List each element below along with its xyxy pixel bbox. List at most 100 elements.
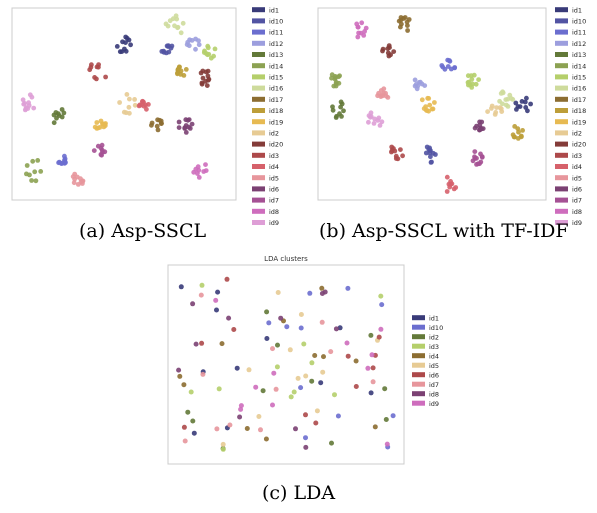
legend-label-id3: id3 xyxy=(429,343,439,351)
point-id7 xyxy=(91,148,97,154)
legend-swatch-id11 xyxy=(252,29,265,35)
point-id7 xyxy=(200,371,206,377)
point-id5 xyxy=(381,86,387,92)
legend-swatch-id20 xyxy=(252,141,265,147)
legend-swatch-id2 xyxy=(555,130,568,136)
point-id6 xyxy=(182,125,188,131)
legend-swatch-id6 xyxy=(555,186,568,192)
legend-label-id6: id6 xyxy=(269,186,279,194)
point-id17 xyxy=(396,18,402,24)
point-id11 xyxy=(62,157,68,163)
point-id8 xyxy=(193,341,199,347)
point-id5 xyxy=(383,93,389,99)
legend-swatch-id2 xyxy=(412,334,425,340)
point-id16 xyxy=(175,25,180,31)
legend-swatch-id16 xyxy=(555,85,568,91)
point-id8 xyxy=(196,175,202,180)
point-id7 xyxy=(477,161,482,167)
point-id5 xyxy=(298,312,304,317)
legend-label-id5: id5 xyxy=(429,362,439,370)
legend-swatch-id7 xyxy=(412,381,425,387)
point-id3 xyxy=(188,389,194,395)
point-id11 xyxy=(59,161,64,166)
point-id3 xyxy=(288,394,294,400)
point-id7 xyxy=(370,379,376,385)
point-id2 xyxy=(264,309,270,315)
legend-swatch-id12 xyxy=(555,40,568,46)
point-id17 xyxy=(398,15,404,20)
point-id5 xyxy=(78,179,84,185)
point-id8 xyxy=(293,426,298,432)
point-id15 xyxy=(476,77,481,82)
legend-label-id7: id7 xyxy=(572,197,582,205)
legend-swatch-id1 xyxy=(412,315,425,321)
point-id8 xyxy=(303,444,309,450)
point-id4 xyxy=(319,285,325,291)
legend-swatch-id9 xyxy=(412,400,425,406)
point-id15 xyxy=(471,72,477,78)
point-id3 xyxy=(332,392,337,398)
point-id2 xyxy=(275,342,280,348)
point-id3 xyxy=(216,386,222,392)
point-id1 xyxy=(123,40,128,45)
legend-swatch-id7 xyxy=(555,197,568,203)
point-id7 xyxy=(198,292,204,298)
point-id17 xyxy=(405,28,410,33)
point-id13 xyxy=(330,104,335,110)
plot-frame xyxy=(167,264,405,465)
legend-label-id2: id2 xyxy=(572,130,582,138)
point-id10 xyxy=(427,150,433,156)
point-id8 xyxy=(361,33,367,38)
point-id12 xyxy=(413,82,419,87)
legend-swatch-id10 xyxy=(412,324,425,330)
point-id10 xyxy=(345,285,351,291)
point-id10 xyxy=(335,413,341,419)
legend-label-id12: id12 xyxy=(572,40,586,48)
point-id4 xyxy=(144,106,149,112)
point-id4 xyxy=(138,102,144,108)
point-id12 xyxy=(196,42,202,48)
point-id1 xyxy=(191,430,197,436)
point-id9 xyxy=(378,326,384,332)
point-id19 xyxy=(92,124,98,130)
point-id13 xyxy=(51,112,57,118)
point-id4 xyxy=(446,181,452,187)
legend-swatch-id6 xyxy=(412,372,425,378)
point-id3 xyxy=(199,282,205,288)
legend-label-id4: id4 xyxy=(572,163,582,171)
legend-label-id4: id4 xyxy=(269,163,279,171)
point-id9 xyxy=(29,94,35,100)
legend-swatch-id13 xyxy=(555,52,568,57)
point-id8 xyxy=(333,326,339,332)
point-id2 xyxy=(329,440,334,446)
legend-swatch-id5 xyxy=(555,175,568,181)
point-id3 xyxy=(301,341,307,347)
legend-label-id2: id2 xyxy=(429,333,439,341)
legend-swatch-id15 xyxy=(555,74,568,80)
point-id16 xyxy=(500,89,505,95)
point-id10 xyxy=(423,150,429,156)
point-id7 xyxy=(95,143,101,149)
point-id2 xyxy=(383,417,389,422)
legend-label-id13: id13 xyxy=(269,51,283,59)
point-id6 xyxy=(231,327,237,332)
point-id2 xyxy=(126,96,132,102)
point-id18 xyxy=(183,67,189,72)
legend-swatch-id9 xyxy=(252,220,265,225)
point-id9 xyxy=(25,106,31,111)
point-id5 xyxy=(70,174,76,180)
point-id1 xyxy=(528,101,533,107)
point-id15 xyxy=(467,82,473,88)
legend-swatch-id11 xyxy=(555,29,568,35)
point-id2 xyxy=(309,378,315,384)
point-id10 xyxy=(266,320,272,326)
point-id2 xyxy=(126,110,132,116)
point-id10 xyxy=(166,49,172,55)
point-id14 xyxy=(35,158,41,163)
point-id14 xyxy=(24,163,30,168)
point-id8 xyxy=(322,289,328,295)
point-id2 xyxy=(132,102,138,108)
point-id10 xyxy=(284,324,290,330)
point-id1 xyxy=(264,336,270,341)
